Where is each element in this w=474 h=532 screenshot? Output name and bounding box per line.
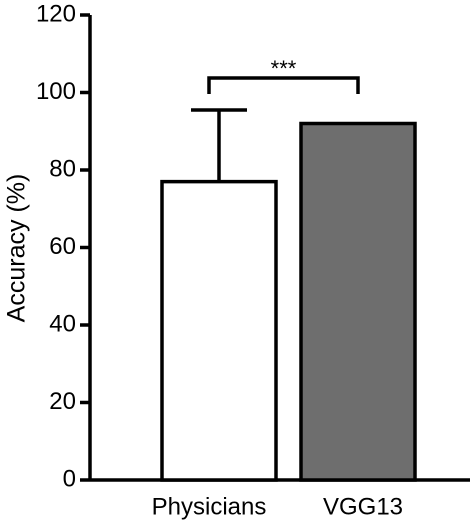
x-tick-label: VGG13 — [323, 493, 403, 520]
x-tick-label: Physicians — [152, 493, 267, 520]
y-tick-label: 120 — [36, 0, 76, 27]
y-tick-label: 60 — [49, 233, 76, 260]
y-tick-label: 80 — [49, 155, 76, 182]
significance-bracket — [207, 76, 360, 94]
bar — [299, 121, 417, 482]
significance-label: *** — [271, 56, 297, 81]
y-tick-label: 0 — [63, 465, 76, 492]
bar — [160, 179, 278, 482]
y-tick-label: 100 — [36, 78, 76, 105]
y-axis-label: Accuracy (%) — [3, 174, 31, 323]
y-tick-label: 40 — [49, 310, 76, 337]
y-tick-label: 20 — [49, 388, 76, 415]
